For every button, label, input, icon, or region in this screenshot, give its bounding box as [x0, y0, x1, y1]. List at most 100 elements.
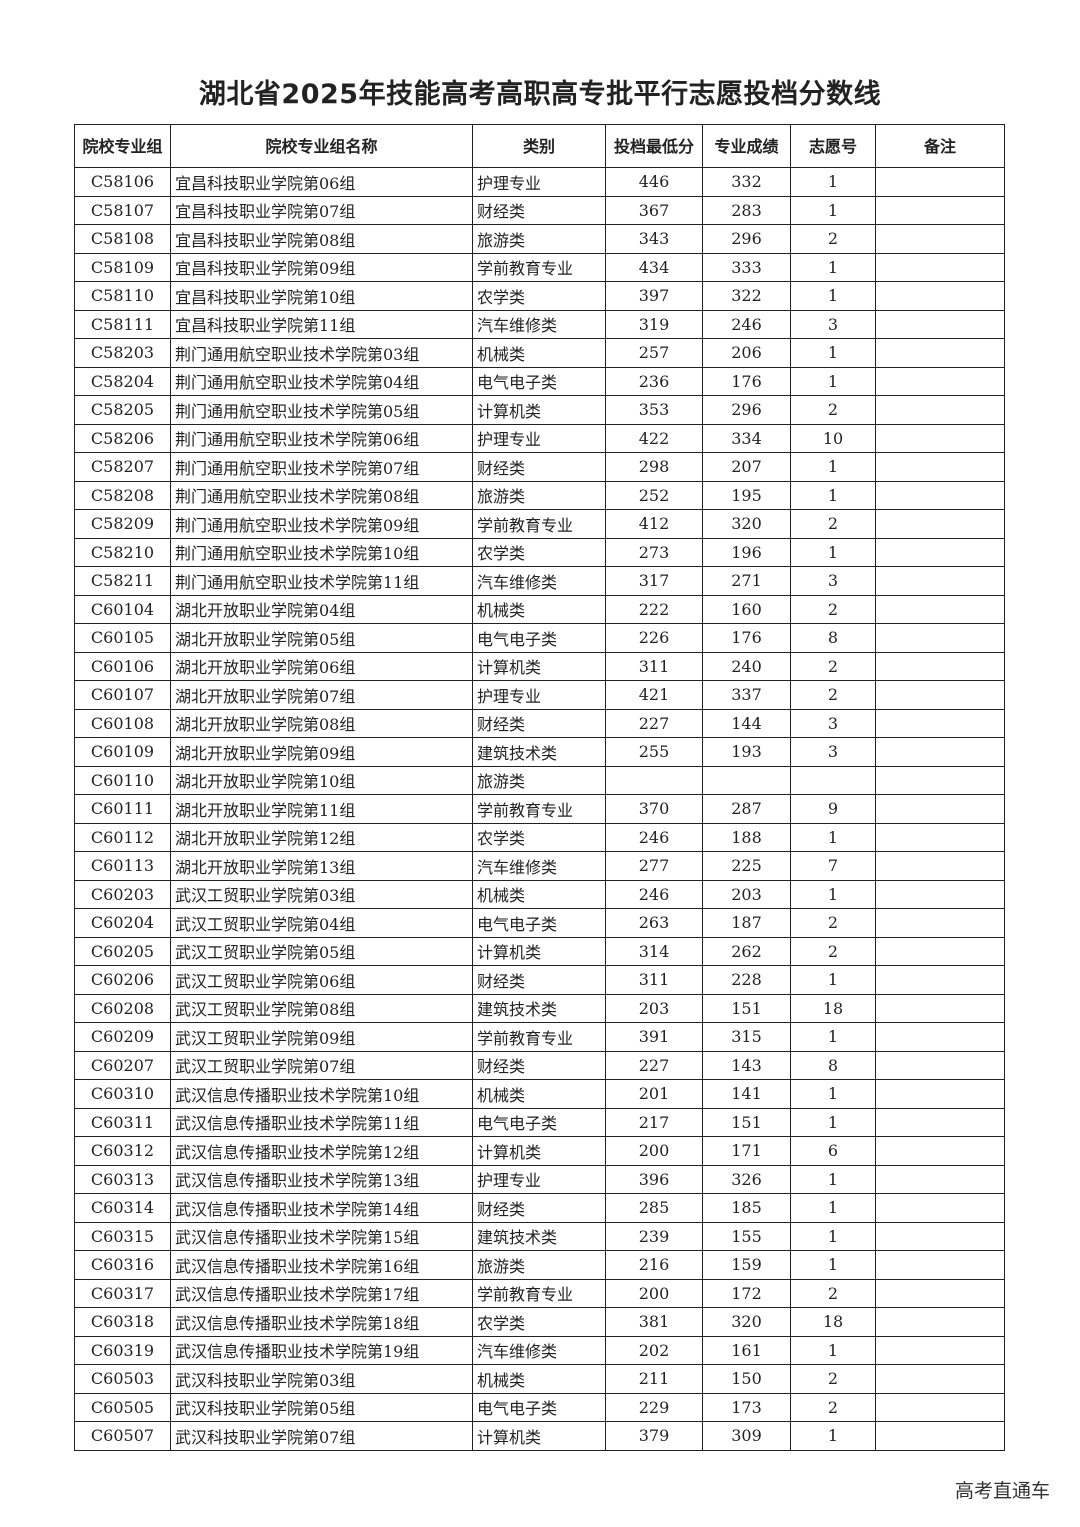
cell-min-score: 367: [605, 195, 703, 225]
cell-group-code: C60104: [74, 594, 171, 624]
cell-choice-no: 1: [790, 1421, 876, 1451]
cell-major-score: 143: [702, 1050, 791, 1080]
cell-choice-no: 3: [790, 737, 876, 767]
cell-category: 汽车维修类: [472, 566, 606, 596]
cell-category: 计算机类: [472, 1421, 606, 1451]
cell-choice-no: 1: [790, 252, 876, 282]
cell-remarks: [875, 167, 1005, 197]
cell-remarks: [875, 395, 1005, 425]
table-row: C58204 荆门通用航空职业技术学院第04组 电气电子类 236 176 1: [74, 366, 1005, 396]
table-row: C58111 宜昌科技职业学院第11组 汽车维修类 319 246 3: [74, 309, 1005, 339]
cell-min-score: 227: [605, 1050, 703, 1080]
cell-category: 电气电子类: [472, 623, 606, 653]
header-remarks: 备注: [875, 124, 1005, 168]
header-major-score: 专业成绩: [702, 124, 791, 168]
table-row: C58210 荆门通用航空职业技术学院第10组 农学类 273 196 1: [74, 537, 1005, 567]
cell-group-code: C58109: [74, 252, 171, 282]
cell-major-score: 195: [702, 480, 791, 510]
table-row: C58107 宜昌科技职业学院第07组 财经类 367 283 1: [74, 195, 1005, 225]
cell-remarks: [875, 1193, 1005, 1223]
cell-min-score: 263: [605, 908, 703, 938]
table-header-row: 院校专业组 院校专业组名称 类别 投档最低分 专业成绩 志愿号 备注: [74, 124, 1005, 168]
table-row: C58207 荆门通用航空职业技术学院第07组 财经类 298 207 1: [74, 452, 1005, 482]
cell-major-score: 283: [702, 195, 791, 225]
table-row: C60208 武汉工贸职业学院第08组 建筑技术类 203 151 18: [74, 993, 1005, 1023]
table-row: C60109 湖北开放职业学院第09组 建筑技术类 255 193 3: [74, 737, 1005, 767]
cell-group-code: C60505: [74, 1392, 171, 1422]
cell-group-name: 武汉工贸职业学院第09组: [170, 1022, 473, 1052]
cell-min-score: 211: [605, 1364, 703, 1394]
cell-min-score: 285: [605, 1193, 703, 1223]
cell-choice-no: 1: [790, 338, 876, 368]
cell-major-score: 320: [702, 1307, 791, 1337]
cell-group-code: C60108: [74, 708, 171, 738]
cell-group-name: 武汉信息传播职业技术学院第19组: [170, 1335, 473, 1365]
cell-min-score: 317: [605, 566, 703, 596]
cell-remarks: [875, 936, 1005, 966]
cell-group-name: 湖北开放职业学院第09组: [170, 737, 473, 767]
cell-group-code: C60111: [74, 794, 171, 824]
cell-remarks: [875, 1022, 1005, 1052]
cell-remarks: [875, 765, 1005, 795]
cell-choice-no: 7: [790, 851, 876, 881]
cell-category: 机械类: [472, 1364, 606, 1394]
cell-group-name: 宜昌科技职业学院第08组: [170, 224, 473, 254]
table-row: C60316 武汉信息传播职业技术学院第16组 旅游类 216 159 1: [74, 1250, 1005, 1280]
cell-group-code: C58204: [74, 366, 171, 396]
cell-min-score: 391: [605, 1022, 703, 1052]
cell-group-code: C58106: [74, 167, 171, 197]
cell-choice-no: 2: [790, 651, 876, 681]
cell-group-code: C58211: [74, 566, 171, 596]
cell-remarks: [875, 1421, 1005, 1451]
table-row: C60108 湖北开放职业学院第08组 财经类 227 144 3: [74, 708, 1005, 738]
cell-major-score: 187: [702, 908, 791, 938]
cell-choice-no: 1: [790, 366, 876, 396]
cell-group-code: C60203: [74, 879, 171, 909]
cell-group-name: 武汉科技职业学院第05组: [170, 1392, 473, 1422]
cell-choice-no: 1: [790, 1164, 876, 1194]
cell-remarks: [875, 1392, 1005, 1422]
cell-major-score: 188: [702, 822, 791, 852]
cell-choice-no: 3: [790, 566, 876, 596]
cell-choice-no: 2: [790, 936, 876, 966]
cell-min-score: 434: [605, 252, 703, 282]
cell-min-score: 229: [605, 1392, 703, 1422]
cell-choice-no: [790, 765, 876, 795]
cell-category: 电气电子类: [472, 1107, 606, 1137]
cell-group-name: 武汉工贸职业学院第08组: [170, 993, 473, 1023]
table-row: C60318 武汉信息传播职业技术学院第18组 农学类 381 320 18: [74, 1307, 1005, 1337]
cell-group-name: 宜昌科技职业学院第11组: [170, 309, 473, 339]
cell-group-name: 湖北开放职业学院第07组: [170, 680, 473, 710]
cell-remarks: [875, 1278, 1005, 1308]
cell-choice-no: 2: [790, 680, 876, 710]
cell-remarks: [875, 1050, 1005, 1080]
cell-remarks: [875, 195, 1005, 225]
cell-remarks: [875, 1335, 1005, 1365]
cell-choice-no: 2: [790, 224, 876, 254]
header-group-code: 院校专业组: [74, 124, 171, 168]
cell-remarks: [875, 594, 1005, 624]
cell-major-score: 196: [702, 537, 791, 567]
cell-choice-no: 3: [790, 708, 876, 738]
cell-major-score: 320: [702, 509, 791, 539]
cell-group-name: 宜昌科技职业学院第07组: [170, 195, 473, 225]
cell-min-score: 200: [605, 1278, 703, 1308]
cell-group-code: C58205: [74, 395, 171, 425]
cell-category: 旅游类: [472, 765, 606, 795]
cell-choice-no: 1: [790, 965, 876, 995]
cell-group-code: C60314: [74, 1193, 171, 1223]
table-row: C58108 宜昌科技职业学院第08组 旅游类 343 296 2: [74, 224, 1005, 254]
cell-major-score: 155: [702, 1221, 791, 1251]
cell-category: 旅游类: [472, 224, 606, 254]
cell-category: 财经类: [472, 452, 606, 482]
cell-major-score: 206: [702, 338, 791, 368]
cell-remarks: [875, 1250, 1005, 1280]
cell-category: 电气电子类: [472, 908, 606, 938]
cell-remarks: [875, 1307, 1005, 1337]
cell-min-score: 343: [605, 224, 703, 254]
cell-group-code: C58110: [74, 281, 171, 311]
cell-remarks: [875, 993, 1005, 1023]
cell-group-name: 湖北开放职业学院第13组: [170, 851, 473, 881]
cell-category: 计算机类: [472, 1136, 606, 1166]
cell-group-code: C60109: [74, 737, 171, 767]
